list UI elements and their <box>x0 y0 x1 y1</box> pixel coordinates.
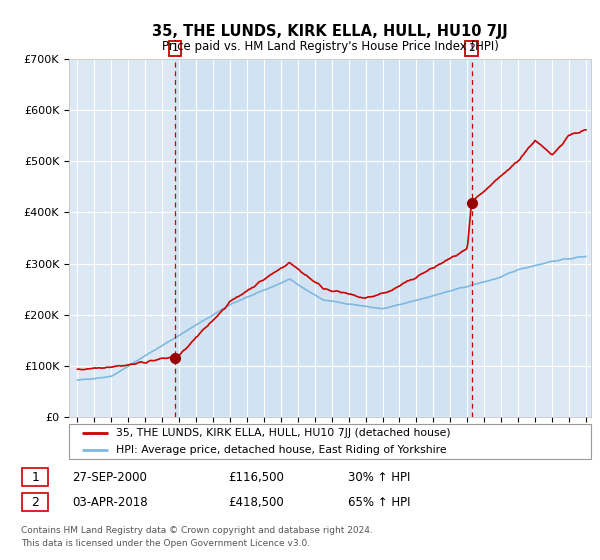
Text: Contains HM Land Registry data © Crown copyright and database right 2024.
This d: Contains HM Land Registry data © Crown c… <box>21 526 373 548</box>
Text: 35, THE LUNDS, KIRK ELLA, HULL, HU10 7JJ: 35, THE LUNDS, KIRK ELLA, HULL, HU10 7JJ <box>152 24 508 39</box>
Text: 65% ↑ HPI: 65% ↑ HPI <box>348 496 410 509</box>
Text: 2: 2 <box>31 496 40 509</box>
Text: 1: 1 <box>172 44 178 53</box>
Text: 2: 2 <box>468 44 475 53</box>
Text: 35, THE LUNDS, KIRK ELLA, HULL, HU10 7JJ (detached house): 35, THE LUNDS, KIRK ELLA, HULL, HU10 7JJ… <box>116 428 451 438</box>
Bar <box>175 59 472 417</box>
Text: 30% ↑ HPI: 30% ↑ HPI <box>348 470 410 484</box>
Text: £116,500: £116,500 <box>228 470 284 484</box>
Text: 03-APR-2018: 03-APR-2018 <box>72 496 148 509</box>
Text: 1: 1 <box>31 470 40 484</box>
Text: 27-SEP-2000: 27-SEP-2000 <box>72 470 147 484</box>
Text: Price paid vs. HM Land Registry's House Price Index (HPI): Price paid vs. HM Land Registry's House … <box>161 40 499 53</box>
Text: HPI: Average price, detached house, East Riding of Yorkshire: HPI: Average price, detached house, East… <box>116 445 446 455</box>
Text: £418,500: £418,500 <box>228 496 284 509</box>
